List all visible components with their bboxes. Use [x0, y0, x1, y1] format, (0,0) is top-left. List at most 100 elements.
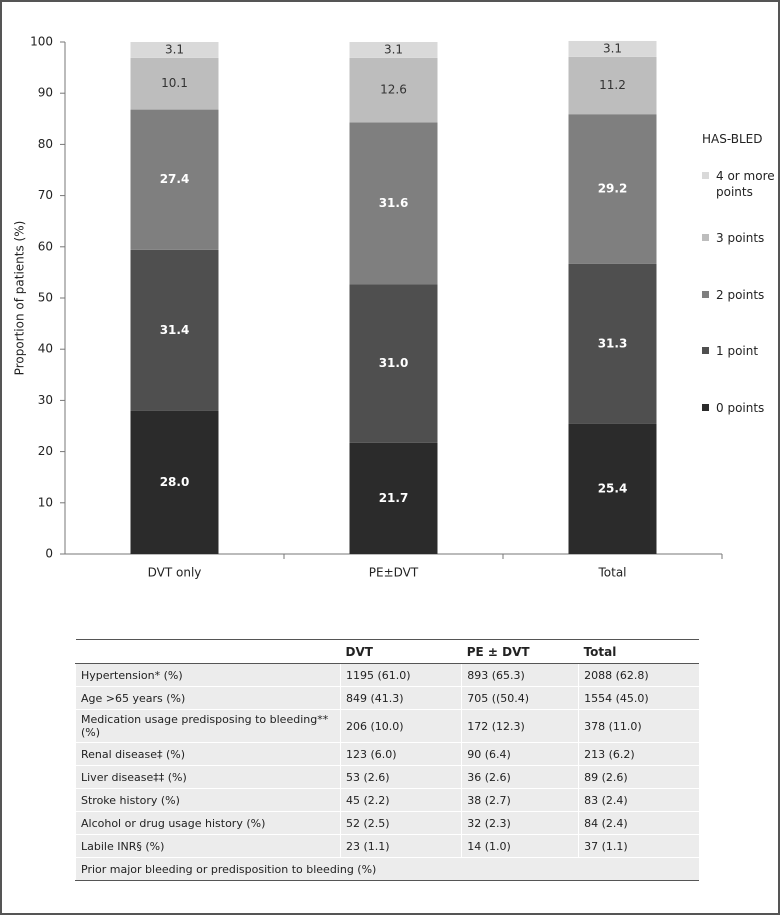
y-tick-label: 10 [38, 495, 53, 509]
legend-label: 0 points [716, 401, 765, 415]
data-label: 25.4 [598, 481, 628, 495]
data-label: 31.4 [160, 323, 190, 337]
y-tick-label: 20 [38, 444, 53, 458]
table-cell: 893 (65.3) [461, 663, 579, 687]
table-cell: 53 (2.6) [339, 765, 462, 789]
bar-segment [130, 57, 219, 110]
table-cell: 172 (12.3) [461, 709, 579, 743]
legend-swatch [702, 172, 709, 179]
table-row: Liver disease‡‡ (%) 53 (2.6) 36 (2.6) 89 (2… [75, 765, 699, 789]
bar-segment [349, 284, 438, 443]
data-label: 28.0 [160, 475, 190, 489]
table-cell: Age >65 years (%) [75, 686, 341, 710]
table-cell: Hypertension* (%) [75, 663, 341, 687]
header-cell: Total [578, 639, 699, 664]
table-cell: Prior major bleeding or predisposition t… [75, 857, 699, 881]
y-tick-label: 70 [38, 188, 53, 202]
legend-title: HAS-BLED [702, 132, 763, 146]
legend-label: 3 points [716, 231, 765, 245]
data-label: 31.3 [598, 336, 628, 350]
data-label: 29.2 [598, 181, 628, 195]
y-tick-label: 100 [30, 35, 53, 49]
y-tick-label: 30 [38, 393, 53, 407]
legend-label: 2 points [716, 288, 765, 302]
y-tick-label: 80 [38, 137, 53, 151]
table-cell: 1554 (45.0) [578, 686, 699, 710]
legend-item: 1 point [702, 343, 776, 359]
table-cell: Stroke history (%) [75, 788, 341, 812]
data-label: 27.4 [160, 172, 190, 186]
bar-segment [349, 442, 438, 554]
table-cell: 1195 (61.0) [339, 663, 462, 687]
table-header: DVT PE ± DVT Total [75, 639, 699, 664]
table-row: Prior major bleeding or predisposition t… [75, 857, 699, 881]
legend-item: 3 points [702, 230, 776, 246]
table-cell: 32 (2.3) [461, 811, 579, 835]
legend-item: 4 or more points [702, 168, 776, 200]
table-cell: 213 (6.2) [578, 742, 699, 766]
x-tick-label: DVT only [148, 566, 202, 580]
legend-swatch [702, 291, 709, 298]
data-label: 3.1 [165, 42, 184, 56]
table-cell: 705 ((50.4) [461, 686, 579, 710]
table-cell: Liver disease‡‡ (%) [75, 765, 341, 789]
table-cell: 89 (2.6) [578, 765, 699, 789]
legend-swatch [702, 347, 709, 354]
table-row: Medication usage predisposing to bleedin… [75, 709, 699, 743]
table-row: Age >65 years (%) 849 (41.3) 705 ((50.4) 15… [75, 686, 699, 710]
header-cell: PE ± DVT [461, 639, 579, 664]
data-label: 21.7 [379, 491, 409, 505]
table-cell: Labile INR§ (%) [75, 834, 341, 858]
legend-swatch [702, 234, 709, 241]
table-cell: 378 (11.0) [578, 709, 699, 743]
bar-segment [130, 410, 219, 554]
header-cell: DVT [340, 639, 462, 664]
table-cell: Alcohol or drug usage history (%) [75, 811, 341, 835]
bar-segment [568, 423, 657, 554]
table-cell: 23 (1.1) [339, 834, 462, 858]
table-cell: 206 (10.0) [339, 709, 462, 743]
data-label: 31.6 [379, 196, 409, 210]
bar-segment [130, 249, 219, 411]
table-cell: 849 (41.3) [339, 686, 462, 710]
bar-segment [568, 40, 657, 57]
table-cell: 90 (6.4) [461, 742, 579, 766]
bar-segment [568, 56, 657, 115]
table-cell: 52 (2.5) [339, 811, 462, 835]
x-tick-label: PE±DVT [369, 566, 419, 580]
table-row: Alcohol or drug usage history (%) 52 (2.5… [75, 811, 699, 835]
bar-segment [349, 42, 438, 58]
y-axis-label: Proportion of patients (%) [13, 221, 27, 376]
legend-label: 4 or more points [716, 169, 775, 199]
y-tick-label: 50 [38, 291, 53, 305]
table-cell: 123 (6.0) [339, 742, 462, 766]
table-cell: 84 (2.4) [578, 811, 699, 835]
table-cell: Medication usage predisposing to bleedin… [75, 709, 341, 743]
bar-segment [349, 57, 438, 123]
y-tick-label: 0 [45, 547, 53, 561]
legend-label: 1 point [716, 344, 759, 358]
bar-segment [130, 42, 219, 58]
y-tick-label: 90 [38, 86, 53, 100]
table-cell: 45 (2.2) [339, 788, 462, 812]
table-cell: 38 (2.7) [461, 788, 579, 812]
data-label: 3.1 [603, 41, 622, 55]
header-cell [75, 639, 341, 664]
table-row: Labile INR§ (%) 23 (1.1) 14 (1.0) 37 (1.1) [75, 834, 699, 858]
data-label: 10.1 [161, 76, 188, 90]
table-row: Renal disease‡ (%) 123 (6.0) 90 (6.4) 213 (… [75, 742, 699, 766]
table: DVT PE ± DVT Total Hypertension* (%) 1195 (6… [75, 639, 699, 881]
data-label: 3.1 [384, 42, 403, 56]
table-row: Stroke history (%) 45 (2.2) 38 (2.7) 83 (2.… [75, 788, 699, 812]
legend-item: 0 points [702, 400, 776, 416]
table-cell: 2088 (62.8) [578, 663, 699, 687]
legend-swatch [702, 404, 709, 411]
table-cell: 37 (1.1) [578, 834, 699, 858]
y-tick-label: 60 [38, 239, 53, 253]
table-row: Hypertension* (%) 1195 (61.0) 893 (65.3) 20… [75, 663, 699, 687]
legend-item: 2 points [702, 287, 776, 303]
table-cell: 14 (1.0) [461, 834, 579, 858]
data-label: 11.2 [599, 78, 626, 92]
bar-segment [349, 122, 438, 285]
